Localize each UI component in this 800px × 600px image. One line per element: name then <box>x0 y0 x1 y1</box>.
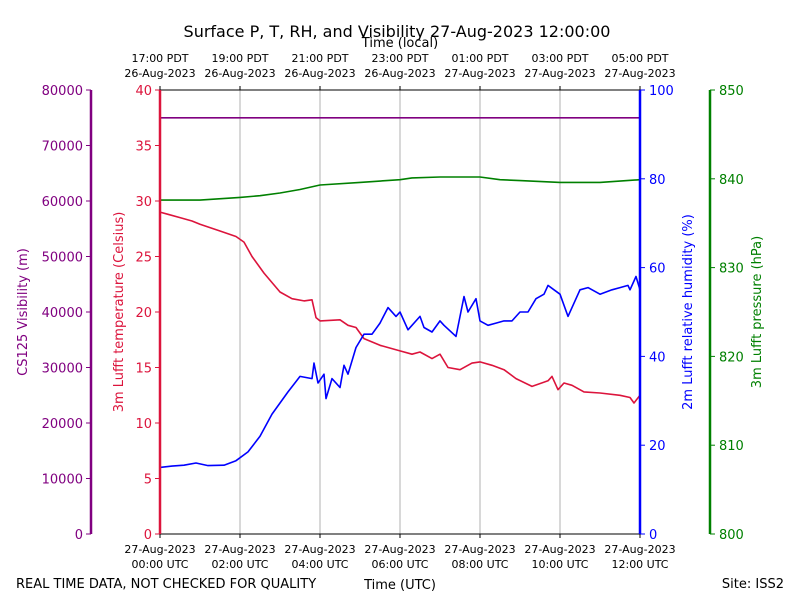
visibility-tick-label: 30000 <box>42 362 83 377</box>
temperature-tick-label: 30 <box>135 195 152 210</box>
bottom-tick-label: 12:00 UTC <box>611 558 668 571</box>
bottom-tick-label: 04:00 UTC <box>291 558 348 571</box>
humidity-series-line <box>159 275 641 469</box>
top-tick-date: 26-Aug-2023 <box>124 67 195 80</box>
pressure-series-line <box>160 176 641 201</box>
top-tick-date: 26-Aug-2023 <box>364 67 435 80</box>
top-tick-label: 17:00 PDT <box>131 52 188 65</box>
temperature-tick-label: 20 <box>135 306 152 321</box>
pressure-tick-label: 830 <box>719 262 744 277</box>
pressure-tick-label: 840 <box>719 173 744 188</box>
visibility-tick-label: 60000 <box>42 195 83 210</box>
top-tick-date: 27-Aug-2023 <box>444 67 515 80</box>
humidity-tick-label: 100 <box>649 84 674 99</box>
top-tick-label: 21:00 PDT <box>291 52 348 65</box>
humidity-tick-label: 20 <box>649 439 666 454</box>
bottom-tick-date: 27-Aug-2023 <box>124 543 195 556</box>
series-group <box>159 117 641 469</box>
bottom-tick-label: 00:00 UTC <box>131 558 188 571</box>
bottom-tick-label: 10:00 UTC <box>531 558 588 571</box>
pressure-tick-label: 820 <box>719 350 744 365</box>
bottom-tick-date: 27-Aug-2023 <box>204 543 275 556</box>
pressure-tick-label: 800 <box>719 528 744 543</box>
bottom-tick-label: 08:00 UTC <box>451 558 508 571</box>
visibility-axis-label: CS125 Visibility (m) <box>16 248 31 376</box>
visibility-tick-label: 10000 <box>42 473 83 488</box>
top-tick-date: 27-Aug-2023 <box>524 67 595 80</box>
visibility-tick-label: 0 <box>75 528 83 543</box>
humidity-axis-label: 2m Lufft relative humidity (%) <box>681 214 696 410</box>
top-axis-label: Time (local) <box>361 36 438 51</box>
visibility-tick-label: 50000 <box>42 251 83 266</box>
top-tick-date: 26-Aug-2023 <box>284 67 355 80</box>
visibility-tick-label: 70000 <box>42 140 83 155</box>
top-tick-label: 19:00 PDT <box>211 52 268 65</box>
top-tick-label: 01:00 PDT <box>451 52 508 65</box>
footer-site: Site: ISS2 <box>722 577 784 592</box>
humidity-tick-label: 0 <box>649 528 657 543</box>
top-tick-label: 05:00 PDT <box>611 52 668 65</box>
temperature-tick-label: 35 <box>135 140 152 155</box>
visibility-tick-label: 80000 <box>42 84 83 99</box>
bottom-axis-label: Time (UTC) <box>363 578 436 593</box>
top-tick-label: 03:00 PDT <box>531 52 588 65</box>
footer-disclaimer: REAL TIME DATA, NOT CHECKED FOR QUALITY <box>16 577 316 592</box>
visibility-tick-label: 20000 <box>42 417 83 432</box>
temperature-tick-label: 10 <box>135 417 152 432</box>
humidity-tick-label: 40 <box>649 350 666 365</box>
pressure-tick-label: 850 <box>719 84 744 99</box>
bottom-tick-date: 27-Aug-2023 <box>604 543 675 556</box>
visibility-tick-label: 40000 <box>42 306 83 321</box>
temperature-axis-label: 3m Lufft temperature (Celsius) <box>112 212 127 413</box>
humidity-tick-label: 80 <box>649 173 666 188</box>
top-tick-date: 26-Aug-2023 <box>204 67 275 80</box>
top-tick-label: 23:00 PDT <box>371 52 428 65</box>
temperature-tick-label: 40 <box>135 84 152 99</box>
bottom-tick-date: 27-Aug-2023 <box>284 543 355 556</box>
bottom-tick-date: 27-Aug-2023 <box>444 543 515 556</box>
bottom-tick-label: 02:00 UTC <box>211 558 268 571</box>
bottom-tick-date: 27-Aug-2023 <box>364 543 435 556</box>
bottom-tick-label: 06:00 UTC <box>371 558 428 571</box>
temperature-tick-label: 15 <box>135 362 152 377</box>
pressure-tick-label: 810 <box>719 439 744 454</box>
chart-title: Surface P, T, RH, and Visibility 27-Aug-… <box>184 22 611 41</box>
temperature-tick-label: 0 <box>144 528 152 543</box>
axes-group: 0100002000030000400005000060000700008000… <box>42 52 744 571</box>
humidity-tick-label: 60 <box>649 262 666 277</box>
temperature-series-line <box>159 211 641 404</box>
pressure-axis-label: 3m Lufft pressure (hPa) <box>750 236 765 388</box>
temperature-tick-label: 5 <box>144 473 152 488</box>
temperature-tick-label: 25 <box>135 251 152 266</box>
bottom-tick-date: 27-Aug-2023 <box>524 543 595 556</box>
top-tick-date: 27-Aug-2023 <box>604 67 675 80</box>
